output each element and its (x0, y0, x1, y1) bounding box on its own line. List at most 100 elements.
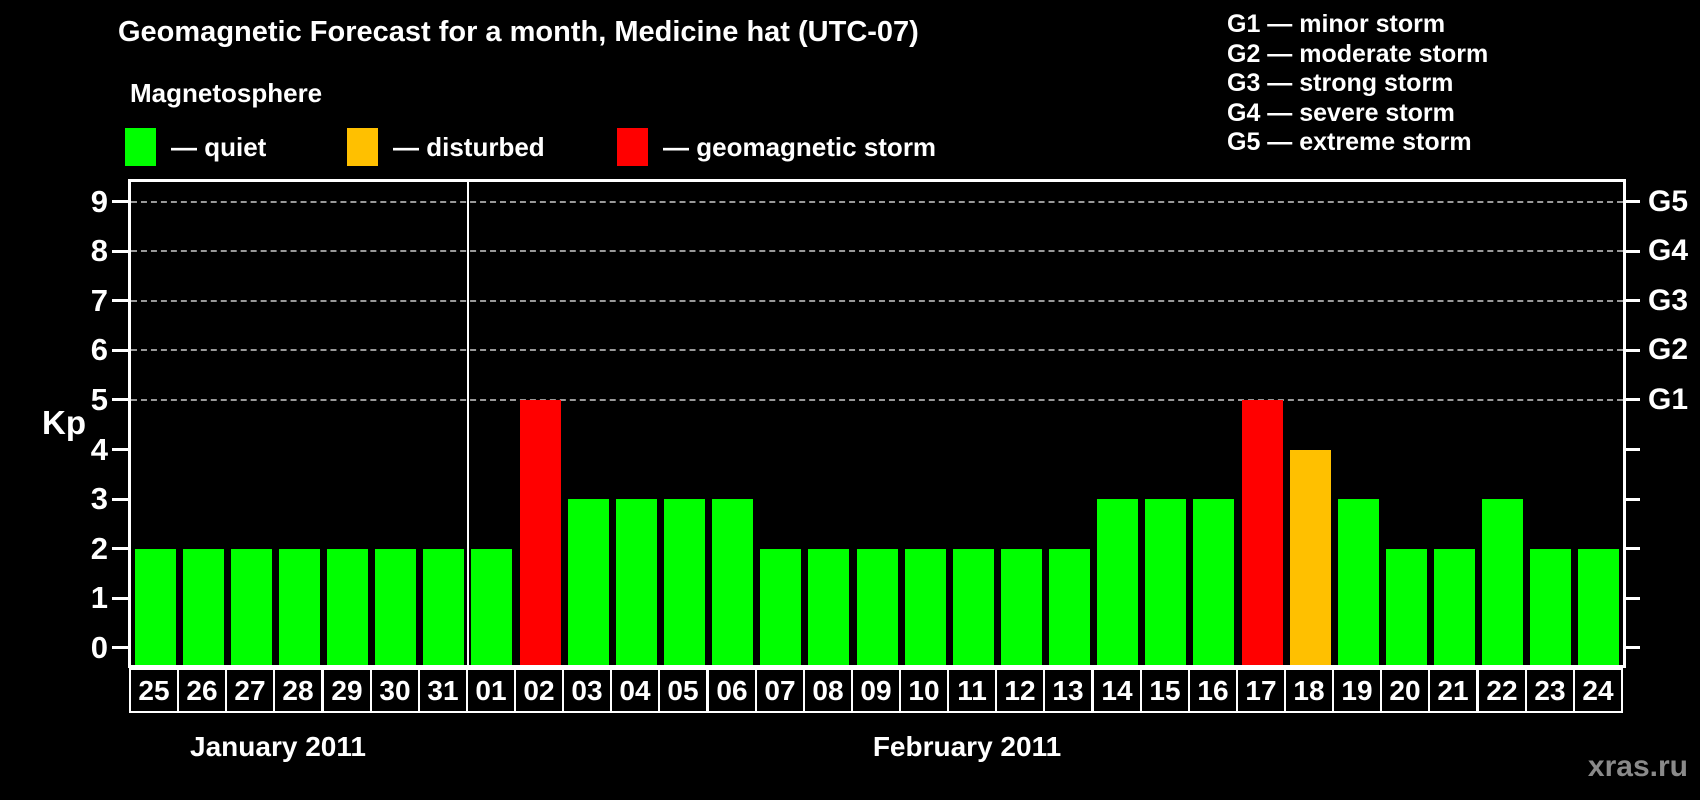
legend-label-storm: — geomagnetic storm (663, 131, 937, 162)
gridline-kp8 (131, 250, 1623, 252)
y-tick-label: 8 (90, 233, 108, 268)
day-label-05: 05 (658, 668, 708, 713)
kp-bar-day-04 (616, 499, 657, 665)
y-axis-tick-left (112, 200, 128, 203)
gridline-kp9 (131, 201, 1623, 203)
y-tick-label: 2 (90, 531, 108, 566)
kp-bar-day-21 (1434, 549, 1475, 665)
y-axis-tick-right (1626, 349, 1640, 352)
day-axis: 25 26 27 28 29 30 31 01 02 03 04 05 06 07 08 09 10 11 12 13… (128, 668, 1626, 713)
y-tick-label: 1 (90, 580, 108, 615)
kp-bar-day-15 (1145, 499, 1186, 665)
kp-bar-day-05 (664, 499, 705, 665)
day-label-19: 19 (1332, 668, 1382, 713)
y-axis-tick-left (112, 299, 128, 302)
storm-scale-item: G1 — minor storm (1227, 10, 1446, 38)
legend-item-quiet: — quiet (125, 128, 266, 166)
y-axis-tick-right (1626, 498, 1640, 501)
kp-bar-day-18 (1290, 450, 1331, 665)
kp-bar-day-17 (1242, 400, 1283, 665)
kp-bar-day-01 (471, 549, 512, 665)
y-tick-label: 9 (90, 184, 108, 219)
kp-bar-day-23 (1530, 549, 1571, 665)
y-axis-tick-left (112, 398, 128, 401)
kp-bar-day-13 (1049, 549, 1090, 665)
y-axis-tick-left (112, 597, 128, 600)
y-tick-label: 3 (90, 481, 108, 516)
y-tick-label: 7 (90, 283, 108, 318)
legend-label-quiet: — quiet (171, 131, 267, 162)
day-label-06: 06 (707, 668, 757, 713)
day-label-18: 18 (1284, 668, 1334, 713)
day-label-16: 16 (1188, 668, 1238, 713)
legend-item-storm: — geomagnetic storm (617, 128, 936, 166)
day-label-12: 12 (995, 668, 1045, 713)
g-scale-label-g5: G5 (1648, 185, 1689, 218)
day-label-21: 21 (1428, 668, 1478, 713)
day-label-07: 07 (755, 668, 805, 713)
kp-bar-day-16 (1193, 499, 1234, 665)
kp-bar-day-08 (808, 549, 849, 665)
month-label-february: February 2011 (872, 731, 1062, 762)
storm-scale-item: G2 — moderate storm (1227, 39, 1489, 68)
legend-swatch-quiet (125, 128, 156, 166)
g-scale-label-g3: G3 (1648, 284, 1689, 317)
day-label-14: 14 (1092, 668, 1142, 713)
y-axis-tick-right (1626, 299, 1640, 302)
kp-bar-day-28 (279, 549, 320, 665)
y-axis-tick-right (1626, 398, 1640, 401)
y-tick-label: 5 (90, 382, 108, 417)
kp-bar-day-20 (1386, 549, 1427, 665)
day-label-01: 01 (466, 668, 516, 713)
y-axis-tick-right (1626, 646, 1640, 649)
kp-bar-day-07 (760, 549, 801, 665)
gridline-kp5 (131, 399, 1623, 401)
day-label-09: 09 (851, 668, 901, 713)
y-axis-tick-left (112, 498, 128, 501)
storm-scale-item: G4 — severe storm (1227, 98, 1455, 127)
plot-area (128, 179, 1626, 668)
day-label-22: 22 (1477, 668, 1527, 713)
legend-swatch-disturbed (347, 128, 378, 166)
kp-bar-day-09 (857, 549, 898, 665)
kp-bar-day-24 (1578, 549, 1619, 665)
day-label-02: 02 (514, 668, 564, 713)
day-label-04: 04 (610, 668, 660, 713)
y-axis-tick-right (1626, 250, 1640, 253)
y-tick-label: 4 (90, 432, 108, 467)
g-scale-label-g2: G2 (1648, 333, 1689, 366)
y-axis-tick-right (1626, 200, 1640, 203)
day-label-10: 10 (899, 668, 949, 713)
day-label-26: 26 (177, 668, 227, 713)
day-label-13: 13 (1043, 668, 1093, 713)
storm-scale-item: G3 — strong storm (1227, 69, 1454, 97)
day-label-17: 17 (1236, 668, 1286, 713)
day-label-03: 03 (562, 668, 612, 713)
month-label-january: January 2011 (190, 731, 366, 762)
day-label-31: 31 (418, 668, 468, 713)
kp-bar-day-26 (183, 549, 224, 665)
kp-bar-day-12 (1001, 549, 1042, 665)
y-axis-tick-right (1626, 448, 1640, 451)
day-label-08: 08 (803, 668, 853, 713)
y-tick-label: 0 (90, 630, 108, 665)
day-label-28: 28 (273, 668, 323, 713)
day-label-30: 30 (370, 668, 420, 713)
gridline-kp6 (131, 349, 1623, 351)
kp-bar-day-29 (327, 549, 368, 665)
g-scale-label-g1: G1 (1648, 383, 1689, 416)
day-label-29: 29 (322, 668, 372, 713)
day-label-25: 25 (129, 668, 179, 713)
kp-bar-day-27 (231, 549, 272, 665)
y-axis-tick-right (1626, 547, 1640, 550)
legend-label-disturbed: — disturbed (393, 131, 545, 162)
y-axis-tick-left (112, 250, 128, 253)
day-label-15: 15 (1140, 668, 1190, 713)
watermark: xras.ru (1587, 750, 1688, 783)
y-axis-tick-right (1626, 597, 1640, 600)
storm-scale-legend: G1 — minor storm G2 — moderate storm G3 — … (1227, 10, 1488, 158)
y-axis-tick-left (112, 547, 128, 550)
day-label-11: 11 (947, 668, 997, 713)
plot-inner (131, 182, 1623, 665)
